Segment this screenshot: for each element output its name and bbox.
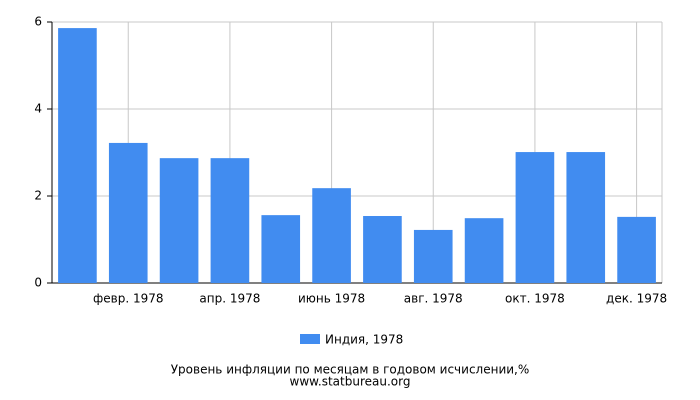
- x-tick-label: апр. 1978: [199, 292, 260, 306]
- bar: [515, 152, 555, 283]
- x-tick-label: окт. 1978: [505, 292, 565, 306]
- x-tick-label: дек. 1978: [606, 292, 667, 306]
- y-tick-label: 2: [34, 189, 42, 203]
- x-tick-label: июнь 1978: [298, 292, 365, 306]
- legend-label: Индия, 1978: [325, 333, 403, 347]
- chart-title: Уровень инфляции по месяцам в годовом ис…: [171, 363, 530, 377]
- bar: [566, 152, 606, 283]
- bar: [413, 229, 453, 283]
- bar: [312, 188, 351, 283]
- bar: [108, 142, 148, 283]
- y-tick-label: 6: [34, 15, 42, 29]
- bar: [261, 215, 301, 283]
- chart-subtitle: www.statbureau.org: [290, 375, 411, 389]
- bar: [464, 218, 504, 283]
- bar: [159, 158, 199, 283]
- bar: [58, 28, 97, 284]
- y-tick-label: 0: [34, 276, 42, 290]
- y-tick-label: 4: [34, 102, 42, 116]
- legend-swatch: [300, 334, 320, 344]
- x-tick-label: авг. 1978: [404, 292, 463, 306]
- x-tick-label: февр. 1978: [93, 292, 164, 306]
- bar: [363, 216, 402, 283]
- bar: [210, 158, 250, 283]
- bar: [617, 216, 656, 283]
